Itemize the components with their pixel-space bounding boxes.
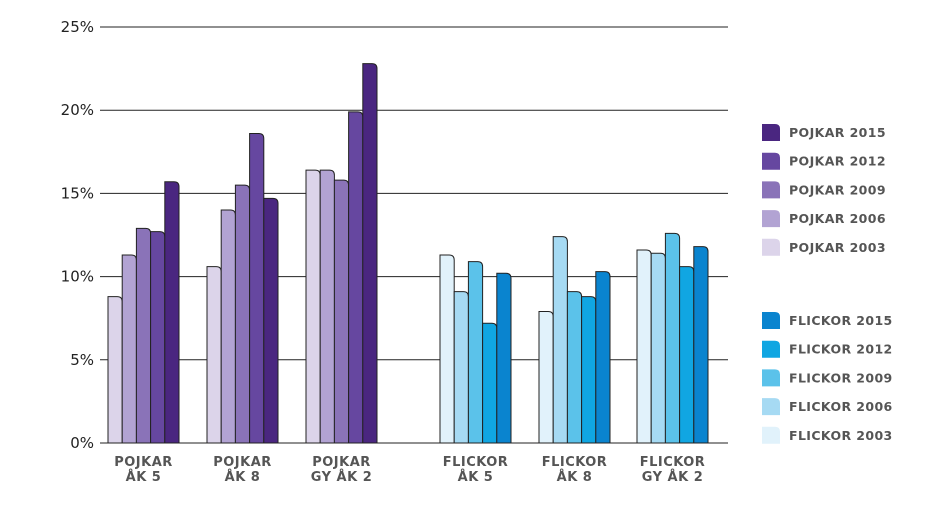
bar-boys-2009 [135,227,152,444]
y-tick-label: 20% [61,101,94,119]
bar-boys-2003 [206,266,222,444]
legend-swatch [762,152,780,170]
bar-girls-2003 [636,249,652,444]
bar-girls-2006 [453,291,469,444]
y-tick-label: 10% [61,268,94,286]
bar-boys-2015 [164,181,180,444]
x-tick-label: ÅK 5 [126,469,162,485]
legend-swatch [762,238,780,256]
x-tick-label: POJKAR [114,455,173,470]
legend-label: POJKAR 2003 [789,240,886,255]
legend-swatch [762,312,780,329]
bar-boys-2015 [263,197,279,444]
bar-girls-2012 [679,266,695,444]
bar-boys-2003 [305,169,321,444]
gridlines [100,26,728,444]
bar-girls-2012 [482,322,498,444]
bars [107,63,709,444]
legend-label: POJKAR 2012 [789,154,886,169]
legend-label: FLICKOR 2003 [789,428,893,443]
legend-label: FLICKOR 2006 [789,399,893,414]
x-tick-label: POJKAR [213,455,272,470]
y-tick-label: 5% [70,351,94,369]
bar-girls-2003 [439,254,455,444]
x-tick-label: ÅK 8 [225,469,261,485]
y-tick-label: 0% [70,434,94,452]
bar-girls-2015 [595,271,611,444]
x-tick-label: ÅK 8 [557,469,593,485]
legend-swatch [762,340,780,358]
legend-swatch [762,426,780,444]
bar-girls-2006 [650,252,666,444]
x-tick-label: FLICKOR [443,455,509,470]
legend-swatch [762,181,780,199]
bar-girls-2006 [552,236,568,444]
bar-girls-2009 [664,232,681,444]
legend-swatch [762,124,780,141]
bar-boys-2009 [333,179,350,444]
legend-label: POJKAR 2006 [789,211,886,226]
bar-boys-2009 [234,184,251,444]
bar-girls-2015 [693,246,709,444]
bar-boys-2006 [121,254,137,444]
x-tick-label: FLICKOR [640,455,706,470]
x-tick-label: GY ÅK 2 [642,469,704,485]
bar-boys-2012 [150,231,166,444]
legend-swatch [762,210,780,228]
bar-boys-2012 [348,111,364,444]
x-tick-label: POJKAR [312,455,371,470]
bar-boys-2003 [107,296,123,444]
legend-label: POJKAR 2015 [789,125,886,140]
y-tick-label: 25% [61,18,94,36]
legend-swatch [762,398,780,416]
bar-girls-2009 [467,261,484,444]
bar-boys-2015 [362,63,378,444]
bar-girls-2003 [538,311,554,444]
legend-label: FLICKOR 2015 [789,313,893,328]
x-tick-label: FLICKOR [542,455,608,470]
bar-girls-2012 [581,296,597,444]
bar-boys-2012 [249,132,265,444]
legend: POJKAR 2015 POJKAR 2012 POJKAR 2009 POJKAR … [762,124,893,444]
y-axis-ticks: 0% 5% 10% 15% 20% 25% [61,18,94,452]
bar-girls-2015 [496,272,512,444]
y-tick-label: 15% [61,184,94,202]
legend-label: POJKAR 2009 [789,182,886,197]
x-tick-label: GY ÅK 2 [311,469,373,485]
bar-girls-2009 [566,291,583,444]
x-tick-label: ÅK 5 [458,469,494,485]
legend-swatch [762,369,780,387]
legend-label: FLICKOR 2009 [789,370,893,385]
bar-boys-2006 [220,209,236,444]
legend-label: FLICKOR 2012 [789,342,893,357]
bar-boys-2006 [319,169,335,444]
